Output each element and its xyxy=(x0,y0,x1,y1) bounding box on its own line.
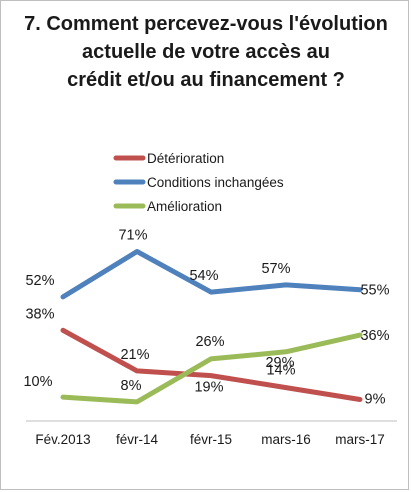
data-label: 19% xyxy=(194,380,223,396)
data-label: 55% xyxy=(360,283,389,299)
chart-title-line: crédit et/ou au financement ? xyxy=(67,69,345,91)
legend-label: Conditions inchangées xyxy=(147,175,284,190)
data-label: 29% xyxy=(265,355,294,371)
x-tick-label: mars-17 xyxy=(335,432,385,447)
legend-label: Détérioration xyxy=(147,151,224,166)
series-lines xyxy=(60,249,363,405)
x-tick-label: févr-15 xyxy=(190,432,232,447)
data-label: 9% xyxy=(365,392,386,408)
chart-title-line: 7. Comment percevez-vous l'évolution xyxy=(24,13,388,35)
data-label: 8% xyxy=(121,378,142,394)
chart-title: 7. Comment percevez-vous l'évolution actu… xyxy=(24,13,388,91)
data-label: 21% xyxy=(120,347,149,363)
series-line xyxy=(60,332,363,405)
series-line xyxy=(60,249,363,300)
data-label: 26% xyxy=(195,334,224,350)
data-label: 71% xyxy=(118,227,147,243)
x-tick-labels: Fév.2013 févr-14 févr-15 mars-16 mars-17 xyxy=(35,432,384,447)
x-tick-label: mars-16 xyxy=(261,432,311,447)
series-line xyxy=(60,327,363,402)
data-labels: 38% 21% 19% 14% 9% 52% 71% 54% 57% 55% 10% 8% 26% 29%… xyxy=(23,227,389,407)
x-tick-label: févr-14 xyxy=(116,432,159,447)
chart-title-line: actuelle de votre accès au xyxy=(82,41,330,63)
data-label: 10% xyxy=(23,374,52,390)
data-label: 54% xyxy=(189,268,218,284)
data-label: 14% xyxy=(266,363,295,379)
chart-legend: Détérioration Conditions inchangées Amélio… xyxy=(113,151,284,214)
legend-label: Amélioration xyxy=(147,199,222,214)
data-label: 52% xyxy=(25,273,54,289)
data-label: 38% xyxy=(25,306,54,322)
x-tick-label: Fév.2013 xyxy=(35,432,90,447)
data-label: 36% xyxy=(360,328,389,344)
data-label: 57% xyxy=(261,261,290,277)
